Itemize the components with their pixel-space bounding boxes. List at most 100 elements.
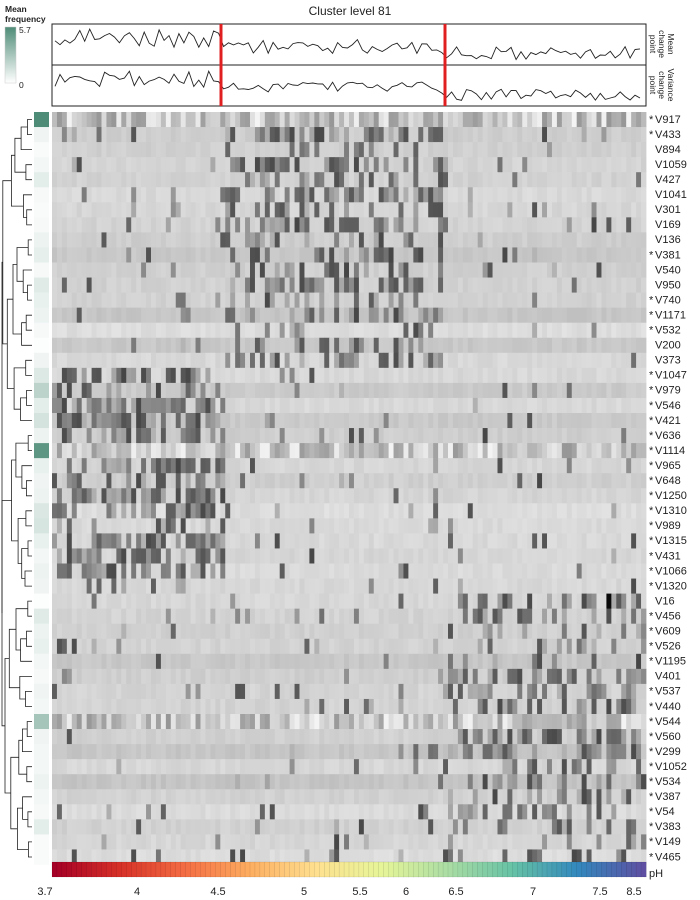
heatmap-cell xyxy=(160,443,167,459)
heatmap-cell xyxy=(250,518,256,534)
heatmap-cell xyxy=(512,458,518,474)
heatmap-cell xyxy=(170,503,177,519)
heatmap-cell xyxy=(487,187,493,203)
heatmap-cell xyxy=(155,714,162,730)
heatmap-cell xyxy=(611,548,617,564)
heatmap-cell xyxy=(626,638,632,655)
heatmap-cell xyxy=(457,698,464,715)
heatmap-cell xyxy=(492,187,498,203)
heatmap-cell xyxy=(467,608,474,624)
heatmap-cell xyxy=(151,172,157,188)
mean-frequency-cell xyxy=(34,578,49,594)
heatmap-cell xyxy=(428,232,434,248)
heatmap-cell xyxy=(329,397,335,414)
heatmap-cell xyxy=(606,638,612,655)
heatmap-cell xyxy=(467,488,474,504)
heatmap-cell xyxy=(259,683,266,700)
heatmap-cell xyxy=(52,458,58,474)
heatmap-cell xyxy=(492,578,498,594)
heatmap-cell xyxy=(250,698,256,715)
heatmap-cell xyxy=(71,668,78,685)
heatmap-cell xyxy=(76,172,83,188)
heatmap-cell xyxy=(141,367,147,384)
heatmap-cell xyxy=(230,262,236,278)
heatmap-cell xyxy=(601,488,607,504)
heatmap-cell xyxy=(433,352,439,369)
heatmap-cell xyxy=(537,217,543,233)
heatmap-cell xyxy=(636,548,642,564)
heatmap-cell xyxy=(52,593,58,609)
heatmap-cell xyxy=(190,473,196,489)
heatmap-cell xyxy=(636,307,642,323)
heatmap-cell xyxy=(215,608,221,624)
heatmap-cell xyxy=(527,172,533,188)
heatmap-cell xyxy=(517,623,523,640)
heatmap-cell xyxy=(96,382,102,399)
heatmap-cell xyxy=(175,428,182,444)
heatmap-cell xyxy=(190,488,196,504)
heatmap-cell xyxy=(269,307,276,323)
heatmap-cell xyxy=(215,428,221,444)
heatmap-cell xyxy=(205,548,211,564)
heatmap-cell xyxy=(547,292,553,308)
heatmap-cell xyxy=(299,352,305,369)
heatmap-cell xyxy=(185,668,191,685)
heatmap-cell xyxy=(116,668,122,685)
heatmap-cell xyxy=(339,473,345,489)
heatmap-cell xyxy=(259,578,266,594)
heatmap-cell xyxy=(314,247,320,263)
heatmap-cell xyxy=(329,623,335,640)
heatmap-cell xyxy=(101,533,107,549)
heatmap-cell xyxy=(467,142,474,158)
heatmap-cell xyxy=(497,548,503,564)
heatmap-cell xyxy=(240,443,246,459)
heatmap-cell xyxy=(81,443,88,459)
heatmap-cell xyxy=(215,277,221,293)
heatmap-cell xyxy=(91,142,97,158)
heatmap-cell xyxy=(443,292,449,308)
heatmap-cell xyxy=(492,142,498,158)
heatmap-cell xyxy=(403,127,409,143)
heatmap-cell xyxy=(636,337,642,354)
heatmap-cell xyxy=(547,337,553,354)
mean-frequency-cell xyxy=(34,668,49,685)
heatmap-cell xyxy=(86,292,92,308)
heatmap-cell xyxy=(126,397,132,414)
heatmap-cell xyxy=(111,127,117,143)
heatmap-cell xyxy=(141,292,147,308)
heatmap-cell xyxy=(274,428,281,444)
heatmap-cell xyxy=(220,247,226,263)
heatmap-cell xyxy=(240,578,246,594)
heatmap-cell xyxy=(349,668,355,685)
heatmap-cell xyxy=(636,503,642,519)
heatmap-cell xyxy=(205,217,211,233)
heatmap-cell xyxy=(240,533,246,549)
heatmap-cell xyxy=(551,367,558,384)
heatmap-cell xyxy=(517,533,523,549)
heatmap-cell xyxy=(368,488,375,504)
heatmap-cell xyxy=(626,488,632,504)
heatmap-cell xyxy=(284,187,290,203)
heatmap-cell xyxy=(294,503,300,519)
heatmap-cell xyxy=(294,458,300,474)
heatmap-cell xyxy=(403,322,409,339)
heatmap-cell xyxy=(512,352,518,369)
heatmap-cell xyxy=(56,307,63,323)
heatmap-cell xyxy=(155,518,162,534)
heatmap-cell xyxy=(264,413,271,429)
heatmap-cell xyxy=(170,443,177,459)
heatmap-cell xyxy=(76,277,83,293)
heatmap-cell xyxy=(131,232,137,248)
heatmap-cell xyxy=(165,277,172,293)
heatmap-cell xyxy=(250,428,256,444)
heatmap-cell xyxy=(353,623,360,640)
heatmap-cell xyxy=(378,307,385,323)
heatmap-cell xyxy=(457,563,464,579)
heatmap-cell xyxy=(170,367,177,384)
heatmap-cell xyxy=(373,683,380,700)
dendrogram-branch xyxy=(25,359,32,376)
heatmap-cell xyxy=(339,292,345,308)
mean-track-label-3: point xyxy=(648,35,658,54)
heatmap-cell xyxy=(101,277,107,293)
heatmap-cell xyxy=(185,352,191,369)
